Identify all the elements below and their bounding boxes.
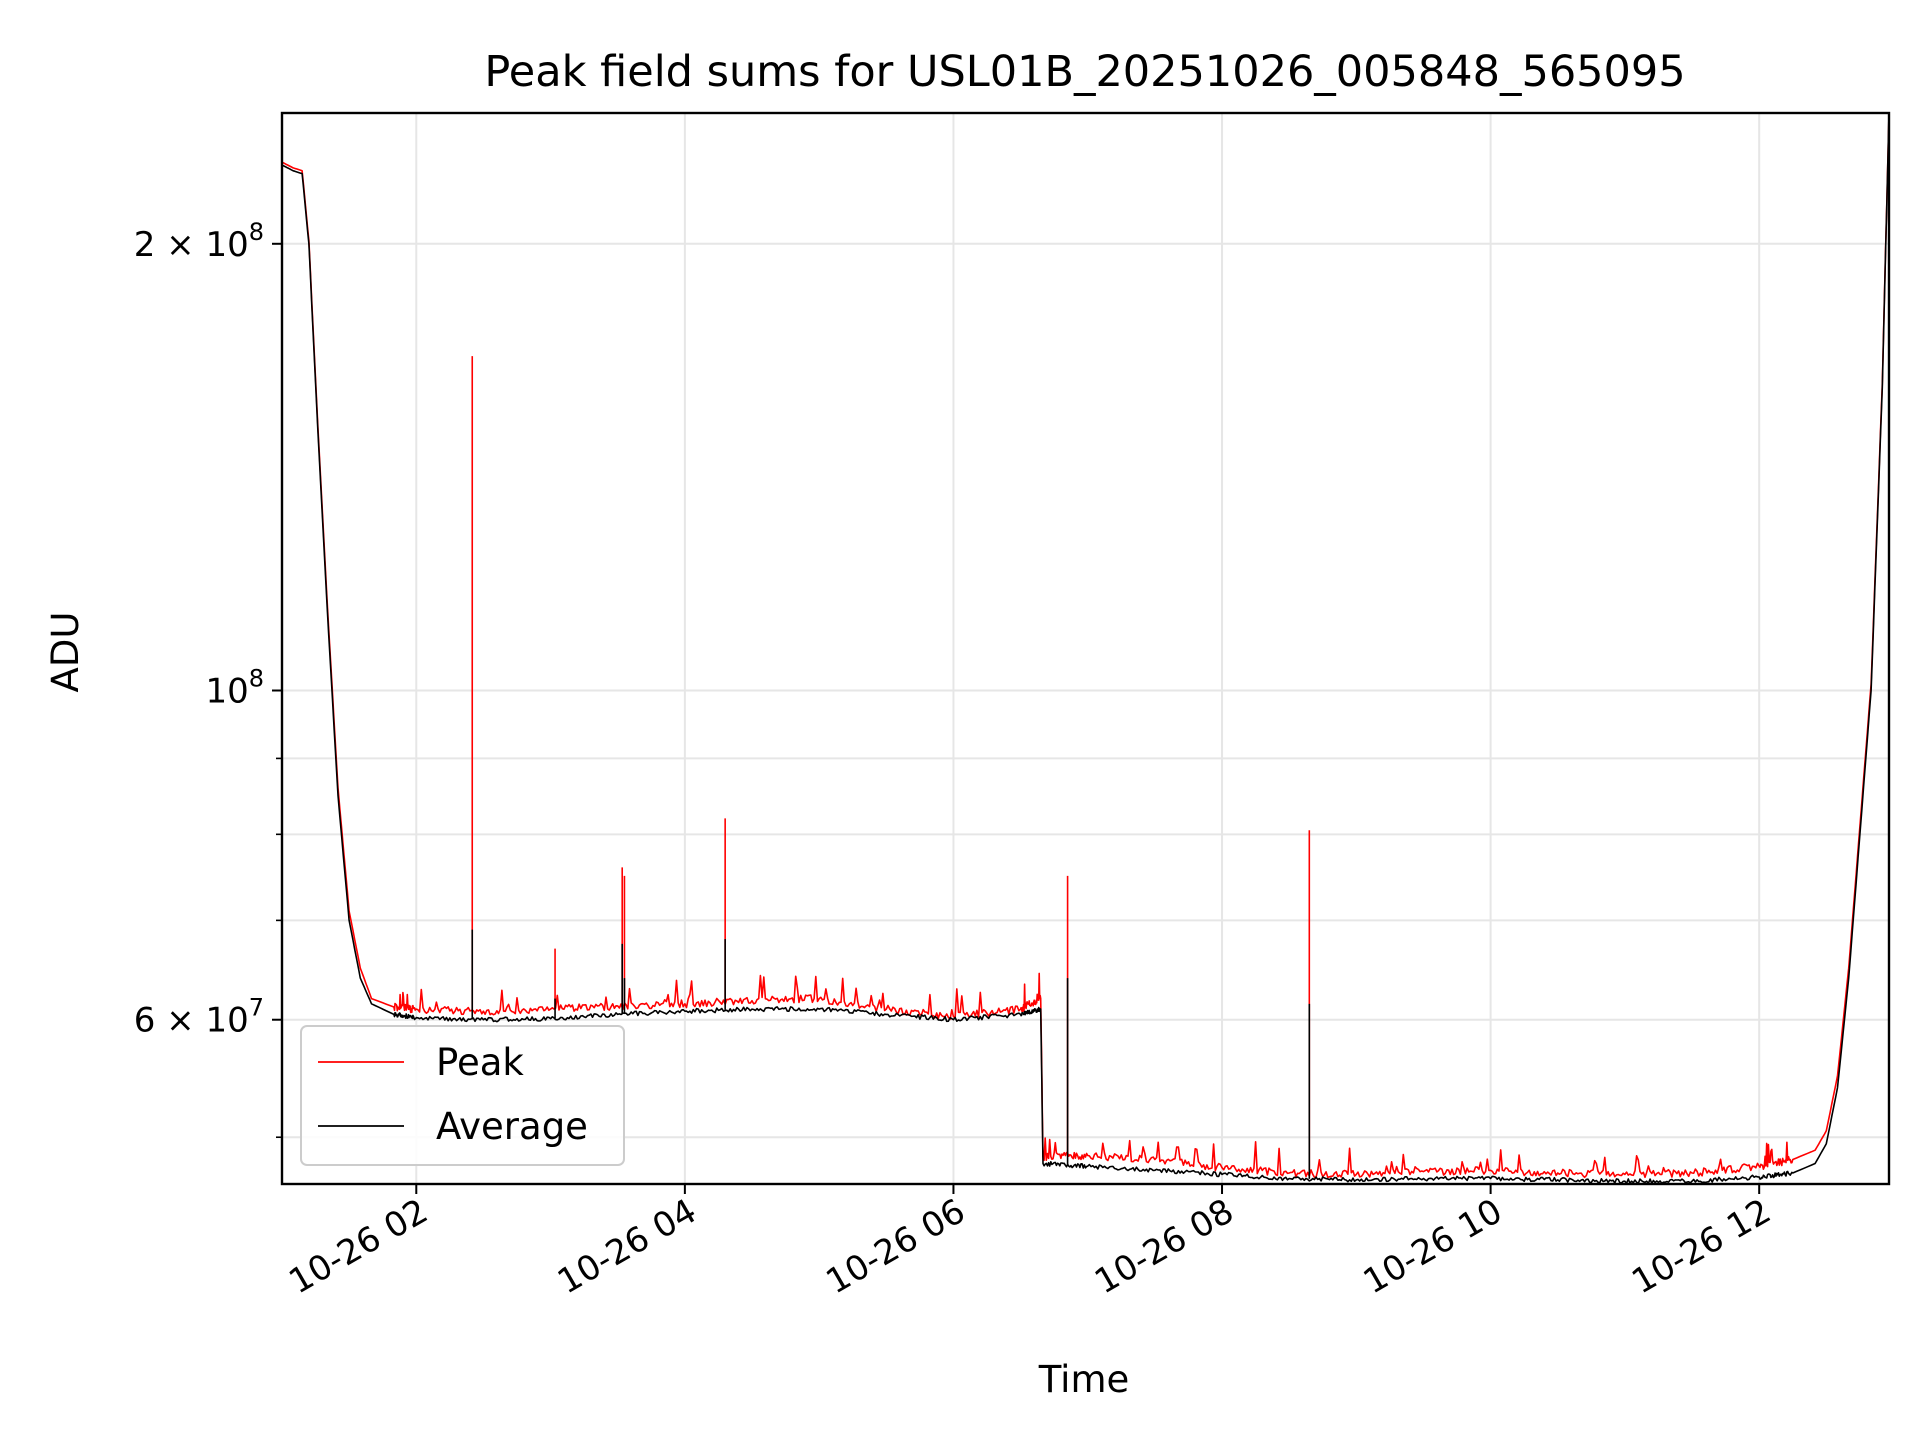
y-tick-exp: 7 <box>249 994 264 1022</box>
y-tick-label: 6 × 107 <box>134 994 264 1041</box>
legend-box <box>300 1025 625 1166</box>
y-tick-exp: 8 <box>249 218 264 246</box>
y-tick-times: × 10 <box>155 1001 248 1041</box>
legend-label-peak: Peak <box>436 1041 524 1084</box>
y-tick-label: 2 × 108 <box>134 218 264 265</box>
y-tick-ten: 10 <box>205 672 248 712</box>
series-line-average <box>282 113 1889 1184</box>
y-tick-base: 6 <box>134 1001 156 1041</box>
y-tick-times: × 10 <box>155 225 248 265</box>
plot-frame <box>280 111 1891 1186</box>
chart-title: Peak field sums for USL01B_20251026_0058… <box>484 47 1685 97</box>
plot-area <box>282 113 1889 1184</box>
series-line-peak <box>282 113 1889 1179</box>
legend: Peak Average <box>300 1025 625 1166</box>
x-axis-label: Time <box>1038 1358 1130 1401</box>
y-axis-label: ADU <box>44 612 87 693</box>
y-tick-base: 2 <box>134 225 156 265</box>
plot-series-group <box>282 113 1889 1184</box>
legend-label-average: Average <box>436 1105 588 1148</box>
y-tick-label: 108 <box>205 665 264 712</box>
y-tick-exp: 8 <box>249 665 264 693</box>
grid <box>282 113 1889 1184</box>
